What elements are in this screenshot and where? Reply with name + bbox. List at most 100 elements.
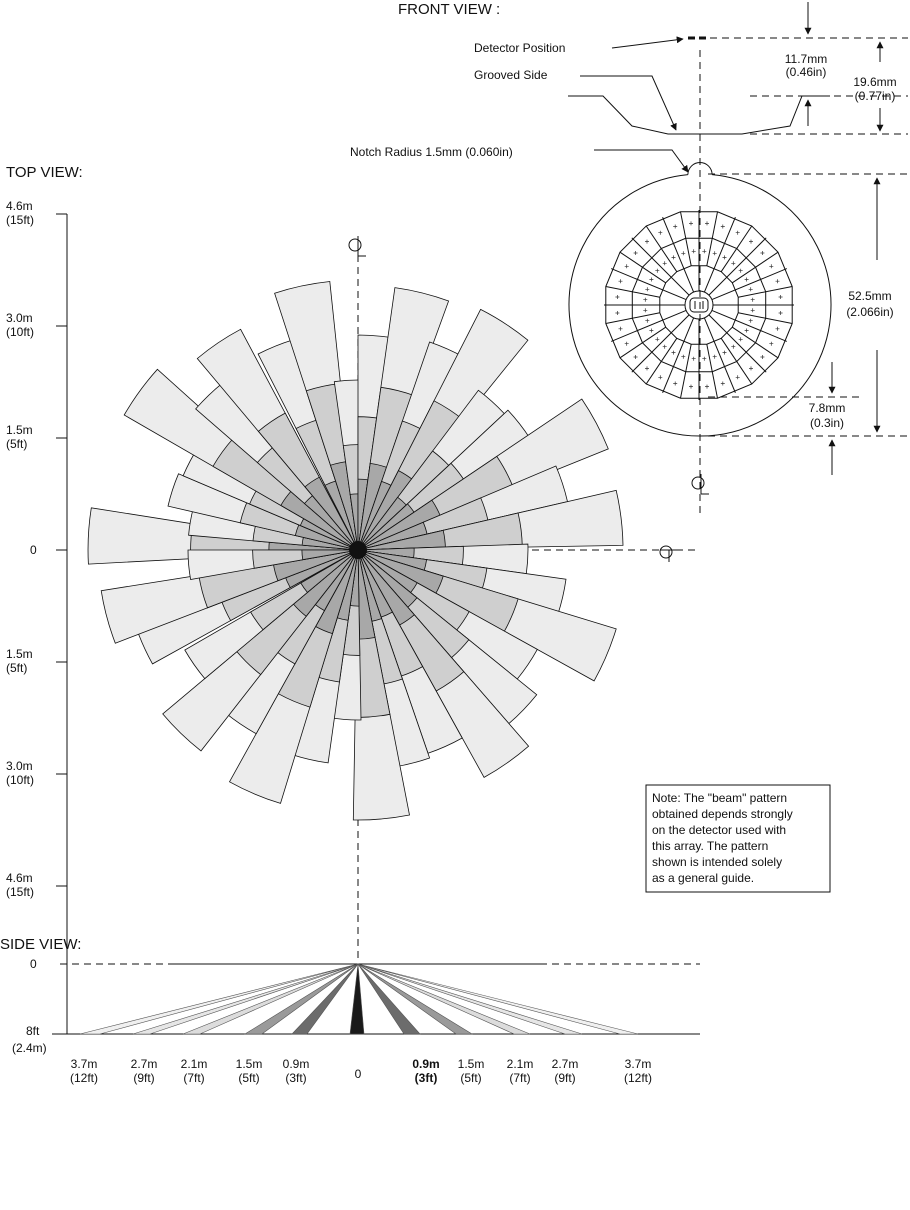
side-beam — [79, 963, 359, 1035]
facet-center-mark — [750, 297, 755, 302]
top-axis-label-ft: (5ft) — [6, 661, 27, 675]
side-beam — [291, 963, 359, 1035]
side-x-label-m: 3.7m — [71, 1057, 98, 1071]
facet-center-mark — [643, 297, 648, 302]
beam-pattern — [87, 281, 624, 821]
facet-center-mark — [712, 251, 717, 256]
side-beam — [357, 963, 583, 1035]
facet-spoke — [706, 344, 718, 399]
side-x-label-m: 0.9m — [283, 1057, 310, 1071]
facet-center-mark — [633, 251, 638, 255]
facet-center-mark — [738, 337, 743, 342]
facet-center-mark — [720, 224, 725, 229]
note-line: Note: The "beam" pattern — [652, 791, 787, 805]
facet-spoke — [732, 251, 779, 284]
facet-spoke — [645, 225, 678, 272]
facet-center-mark — [662, 261, 667, 266]
side-x-label-ft: (3ft) — [415, 1071, 438, 1085]
facet-spoke — [611, 268, 687, 301]
beam-inner — [304, 476, 359, 551]
facet-spoke — [631, 314, 690, 373]
top-axis-label-m: 1.5m — [6, 647, 33, 661]
facet-center-mark — [681, 354, 686, 359]
top-view: TOP VIEW: 4.6m(15ft)3.0m(10ft)1.5m(5ft)0… — [6, 164, 831, 960]
detector-position-leader — [611, 36, 684, 49]
side-x-label-m: 0.9m — [412, 1057, 439, 1071]
lens-profile — [568, 95, 830, 135]
facet-center-mark — [702, 356, 707, 361]
side-beam — [357, 963, 421, 1035]
facet-spoke — [631, 237, 690, 296]
facet-center-mark — [671, 255, 676, 260]
facet-center-mark — [649, 328, 654, 333]
facet-spoke — [605, 286, 660, 298]
beam-inner — [300, 549, 359, 593]
lens-center-ring — [684, 290, 714, 320]
facet-center-mark — [775, 279, 780, 284]
side-beam — [349, 963, 365, 1035]
facet-spoke — [720, 225, 753, 272]
note-line: on the detector used with — [652, 823, 786, 837]
facet-center-mark — [750, 308, 755, 313]
side-x-label-ft: (9ft) — [554, 1071, 575, 1085]
facet-center-mark — [775, 326, 780, 331]
facet-center-mark — [760, 251, 765, 255]
side-x-label-m: 2.7m — [552, 1057, 579, 1071]
facet-spoke — [708, 237, 767, 296]
side-x-label-ft: (7ft) — [183, 1071, 204, 1085]
dim-78-in: (0.3in) — [810, 416, 844, 430]
top-centerline-symbol-vertical — [348, 236, 366, 257]
facet-center-mark — [738, 268, 743, 273]
front-view: FRONT VIEW : Detector Position Grooved S… — [350, 1, 908, 515]
side-beam — [182, 963, 359, 1035]
facet-spoke — [711, 309, 787, 342]
note-line: this array. The pattern — [652, 839, 768, 853]
top-view-ticks: 4.6m(15ft)3.0m(10ft)1.5m(5ft)01.5m(5ft)3… — [6, 199, 67, 899]
facet-center-mark — [689, 384, 693, 389]
side-x-label-ft: (9ft) — [133, 1071, 154, 1085]
facet-center-mark — [643, 308, 648, 313]
dim-78-mm: 7.8mm — [809, 401, 846, 415]
facet-spoke — [605, 312, 660, 324]
top-axis-label-zero: 0 — [30, 543, 37, 557]
grooved-side-leader — [580, 75, 677, 131]
facet-center-mark — [735, 230, 740, 235]
facet-center-mark — [649, 277, 654, 282]
lens-facets — [604, 210, 794, 400]
top-view-title: TOP VIEW: — [6, 164, 83, 181]
top-axis-label-ft: (10ft) — [6, 325, 34, 339]
facet-center-mark — [705, 221, 709, 226]
side-x-label-zero: 0 — [355, 1067, 362, 1081]
facet-center-mark — [691, 356, 696, 361]
facet-center-mark — [748, 318, 753, 323]
facet-center-mark — [615, 295, 620, 299]
side-x-label-ft: (3ft) — [285, 1071, 306, 1085]
facet-spoke — [645, 338, 678, 385]
facet-center-mark — [722, 255, 727, 260]
top-axis-label-m: 4.6m — [6, 199, 33, 213]
facet-spoke — [703, 317, 736, 393]
facet-center-mark — [769, 341, 774, 346]
top-axis-label-m: 1.5m — [6, 423, 33, 437]
lens-outline — [568, 174, 832, 437]
facet-center-mark — [681, 251, 686, 256]
top-axis-label-ft: (15ft) — [6, 885, 34, 899]
facet-center-mark — [731, 344, 736, 349]
top-axis-label-ft: (10ft) — [6, 773, 34, 787]
facet-spoke — [680, 344, 692, 399]
facet-spoke — [611, 309, 687, 342]
top-axis-label-ft: (15ft) — [6, 213, 34, 227]
facet-center-mark — [691, 249, 696, 254]
facet-center-mark — [655, 337, 660, 342]
facet-center-mark — [645, 366, 649, 371]
facet-center-mark — [744, 277, 749, 282]
top-axis-label-m: 3.0m — [6, 759, 33, 773]
facet-center-mark — [615, 311, 620, 315]
side-y-bottom-m: (2.4m) — [12, 1041, 47, 1055]
side-x-label-m: 1.5m — [458, 1057, 485, 1071]
facet-center-mark — [673, 224, 678, 229]
facet-spoke — [738, 286, 793, 298]
front-centerline-symbol — [691, 474, 709, 495]
side-beam — [357, 963, 474, 1035]
side-x-label-ft: (5ft) — [460, 1071, 481, 1085]
